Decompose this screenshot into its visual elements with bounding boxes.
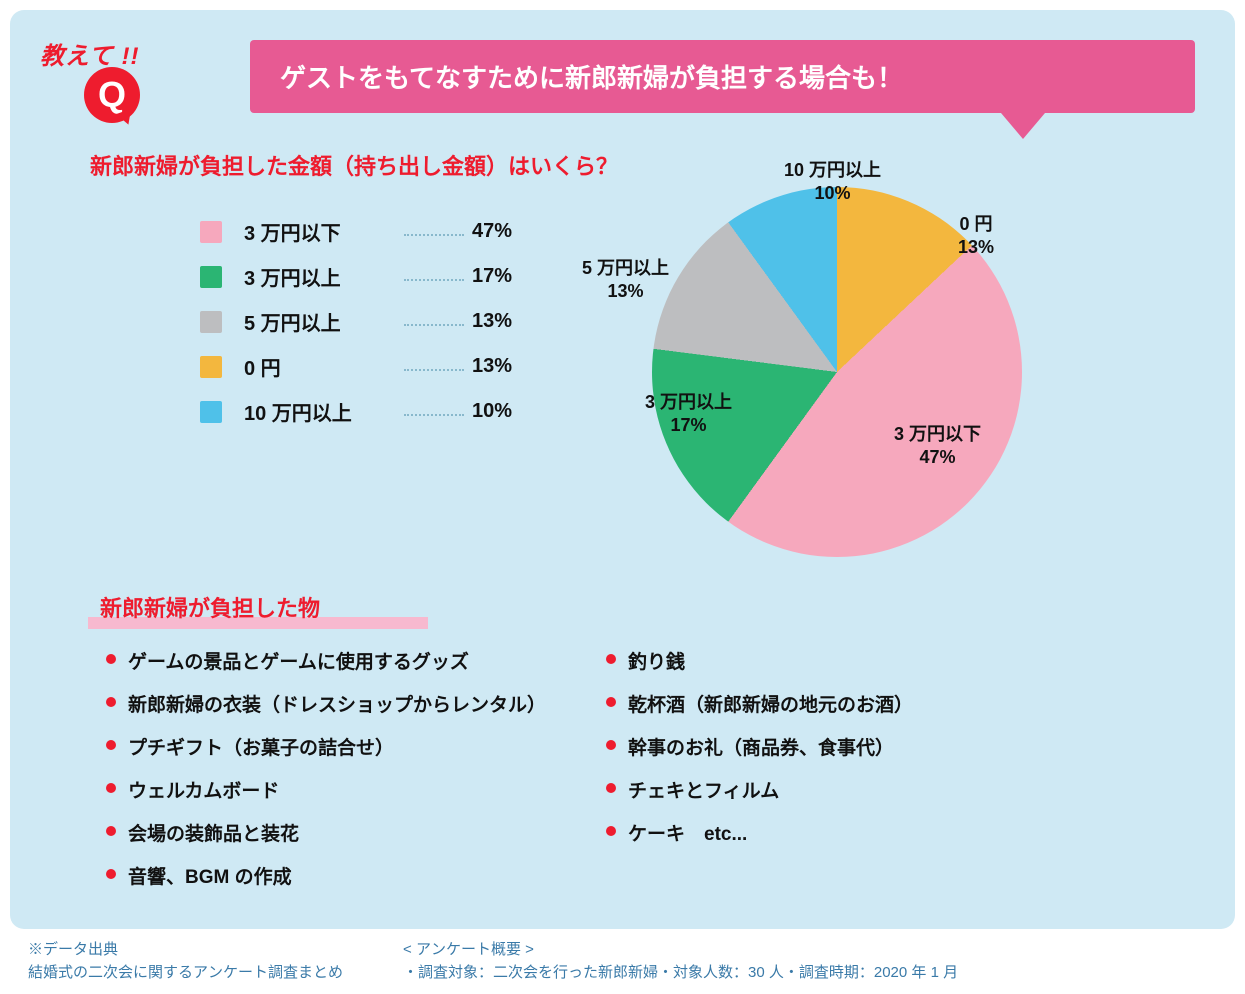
q-icon: Q: [84, 67, 140, 123]
legend-dots: [404, 314, 464, 326]
legend-row: 0 円 13%: [200, 352, 532, 381]
legend-swatch: [200, 266, 222, 288]
legend-label: 3 万円以上: [244, 262, 404, 291]
pie-slice-label: 10 万円以上10%: [784, 159, 881, 204]
legend-percent: 17%: [472, 265, 532, 288]
list-item: 音響、BGM の作成: [106, 862, 546, 889]
pie-slice-label: 3 万円以下47%: [894, 423, 981, 468]
list-item: ゲームの景品とゲームに使用するグッズ: [106, 647, 546, 674]
legend-swatch: [200, 401, 222, 423]
footer-source-label: ※データ出典: [28, 939, 343, 962]
legend-dots: [404, 359, 464, 371]
legend-swatch: [200, 356, 222, 378]
legend-percent: 13%: [472, 310, 532, 333]
footer-survey-label: < アンケート概要 >: [403, 939, 958, 962]
sub-title: 新郎新婦が負担した物: [100, 591, 320, 623]
legend-row: 5 万円以上 13%: [200, 307, 532, 336]
footer-source-text: 結婚式の二次会に関するアンケート調査まとめ: [28, 962, 343, 985]
legend-label: 0 円: [244, 352, 404, 381]
legend-percent: 13%: [472, 355, 532, 378]
list-item: 幹事のお礼（商品券、食事代）: [606, 733, 913, 760]
legend-swatch: [200, 311, 222, 333]
pie-slice-label: 5 万円以上13%: [582, 257, 669, 302]
legend-percent: 10%: [472, 400, 532, 423]
list-item: プチギフト（お菓子の詰合せ）: [106, 733, 546, 760]
infographic-panel: 教えて !! Q ゲストをもてなすために新郎新婦が負担する場合も！ 新郎新婦が負…: [10, 10, 1235, 929]
legend-percent: 47%: [472, 220, 532, 243]
list-item: 新郎新婦の衣装（ドレスショップからレンタル）: [106, 690, 546, 717]
list-item: 釣り銭: [606, 647, 913, 674]
pie-slice-label: 0 円13%: [958, 213, 994, 258]
legend-label: 10 万円以上: [244, 397, 404, 426]
legend-dots: [404, 224, 464, 236]
chart-row: 3 万円以下 47% 3 万円以上 17% 5 万円以上 13% 0 円 13% 10 万円以上…: [50, 207, 1195, 567]
legend-row: 10 万円以上 10%: [200, 397, 532, 426]
pie-legend: 3 万円以下 47% 3 万円以上 17% 5 万円以上 13% 0 円 13% 10 万円以上…: [200, 217, 532, 442]
legend-swatch: [200, 221, 222, 243]
legend-row: 3 万円以上 17%: [200, 262, 532, 291]
legend-label: 5 万円以上: [244, 307, 404, 336]
pie-slice-label: 3 万円以上17%: [645, 391, 732, 436]
footer-notes: ※データ出典 結婚式の二次会に関するアンケート調査まとめ < アンケート概要 >…: [28, 939, 1235, 984]
legend-label: 3 万円以下: [244, 217, 404, 246]
legend-dots: [404, 269, 464, 281]
pie-wrap: 0 円13% 3 万円以下47% 3 万円以上17% 5 万円以上13% 10 万円以上…: [542, 147, 1102, 567]
list-item: チェキとフィルム: [606, 776, 913, 803]
list-item: ウェルカムボード: [106, 776, 546, 803]
legend-dots: [404, 404, 464, 416]
list-item: 乾杯酒（新郎新婦の地元のお酒）: [606, 690, 913, 717]
legend-row: 3 万円以下 47%: [200, 217, 532, 246]
item-lists: ゲームの景品とゲームに使用するグッズ新郎新婦の衣装（ドレスショップからレンタル）…: [106, 647, 1195, 905]
item-list-left: ゲームの景品とゲームに使用するグッズ新郎新婦の衣装（ドレスショップからレンタル）…: [106, 647, 546, 905]
item-list-right: 釣り銭乾杯酒（新郎新婦の地元のお酒） 幹事のお礼（商品券、食事代） チェキとフィルム…: [606, 647, 913, 905]
title-bar: ゲストをもてなすために新郎新婦が負担する場合も！: [250, 40, 1195, 113]
footer-survey-text: ・調査対象：二次会を行った新郎新婦・対象人数：30 人・調査時期：2020 年 …: [403, 962, 958, 985]
tell-text: 教えて !!: [40, 36, 210, 71]
list-item: 会場の装飾品と装花: [106, 819, 546, 846]
tell-me-badge: 教えて !! Q: [40, 36, 210, 123]
list-item: ケーキ etc...: [606, 819, 913, 846]
